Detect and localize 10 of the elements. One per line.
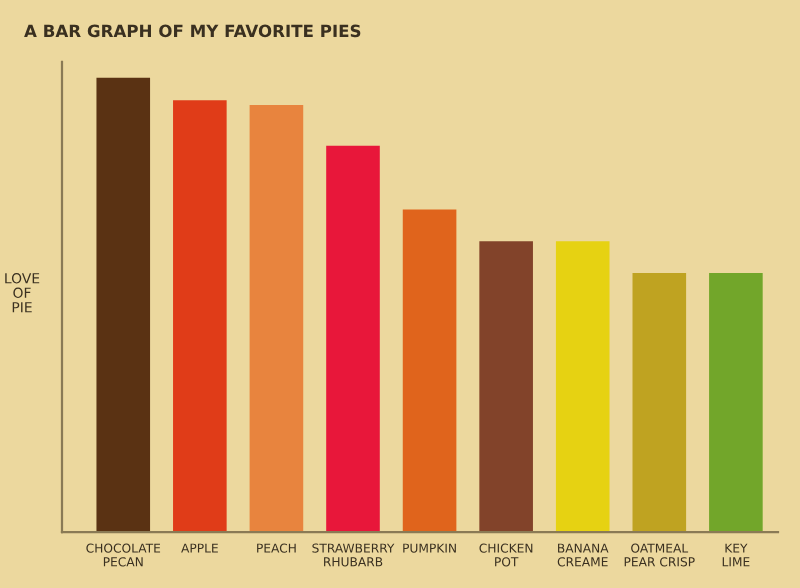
bar xyxy=(402,209,457,533)
bar xyxy=(555,241,610,533)
bar xyxy=(326,145,380,533)
bar xyxy=(709,273,763,533)
bar xyxy=(96,77,151,533)
chart-title: A BAR GRAPH OF MY FAVORITE PIES xyxy=(24,24,361,38)
bar xyxy=(479,241,533,533)
bar xyxy=(249,104,304,533)
bar xyxy=(632,273,687,533)
bar xyxy=(173,100,227,533)
